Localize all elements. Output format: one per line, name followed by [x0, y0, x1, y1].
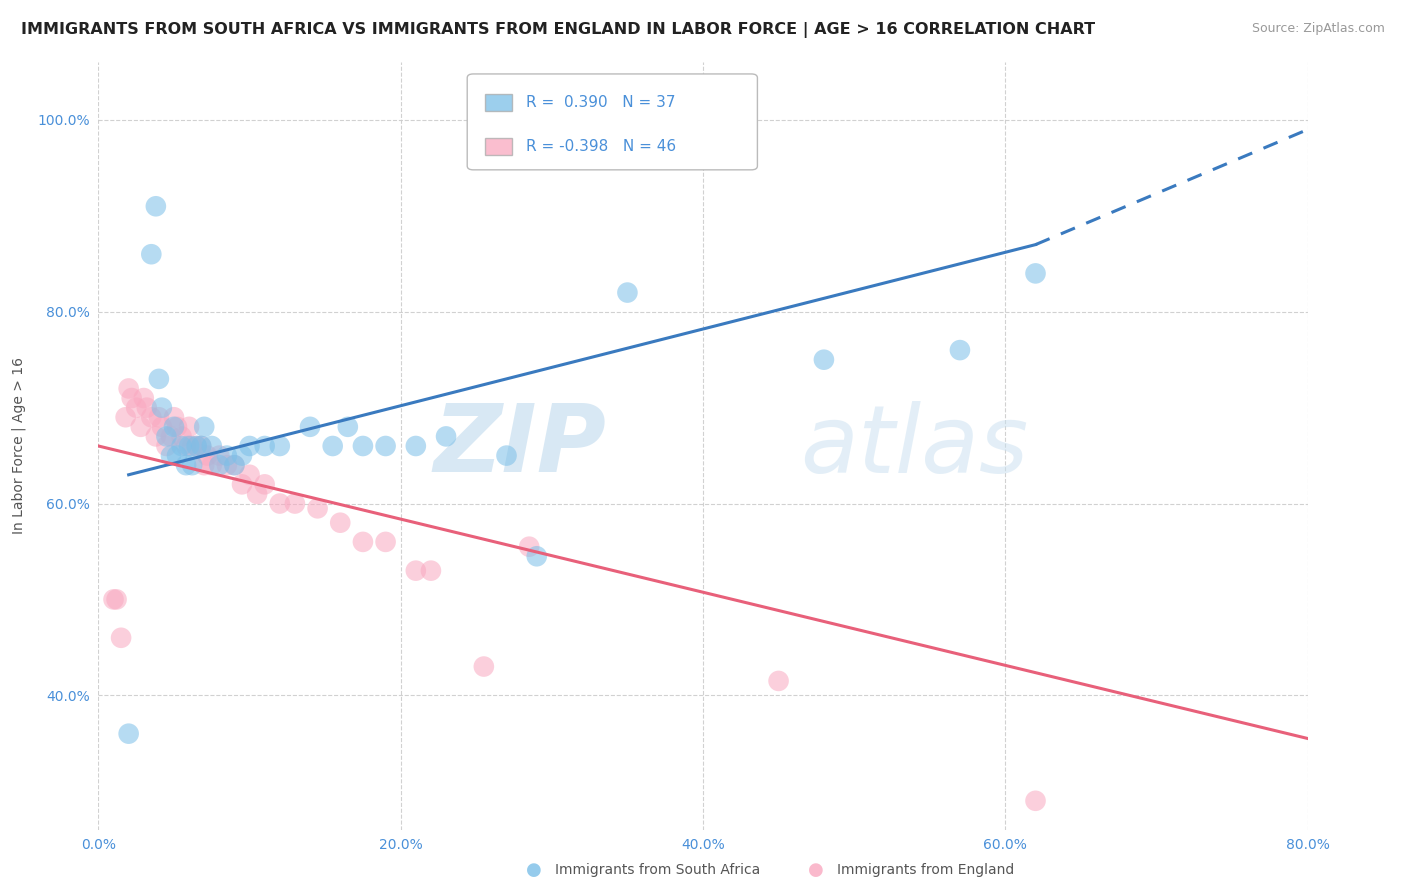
Point: [170, 429, 193, 443]
Point: [284, 496, 307, 510]
Point: [231, 477, 253, 491]
Point: [201, 439, 224, 453]
Point: [166, 419, 188, 434]
Point: [118, 727, 141, 741]
Point: [224, 458, 246, 473]
Text: R =  0.390   N = 37: R = 0.390 N = 37: [526, 95, 676, 110]
Point: [201, 458, 224, 473]
Point: [193, 419, 215, 434]
Point: [307, 501, 329, 516]
Point: [145, 429, 167, 443]
Point: [253, 439, 276, 453]
Point: [195, 449, 218, 463]
Text: atlas: atlas: [800, 401, 1028, 491]
Point: [1024, 267, 1046, 281]
Point: [224, 458, 246, 473]
Point: [352, 534, 374, 549]
Point: [186, 439, 208, 453]
Point: [166, 449, 188, 463]
Point: [405, 439, 427, 453]
Point: [1024, 794, 1046, 808]
Point: [405, 564, 427, 578]
Point: [253, 477, 276, 491]
Text: Source: ZipAtlas.com: Source: ZipAtlas.com: [1251, 22, 1385, 36]
Point: [132, 391, 155, 405]
Point: [103, 592, 125, 607]
Point: [374, 534, 396, 549]
Point: [105, 592, 128, 607]
Text: ZIP: ZIP: [433, 400, 606, 492]
Point: [121, 391, 143, 405]
Point: [269, 439, 291, 453]
Point: [231, 449, 253, 463]
Y-axis label: In Labor Force | Age > 16: In Labor Force | Age > 16: [11, 358, 27, 534]
Point: [186, 439, 208, 453]
Point: [150, 401, 173, 415]
Point: [215, 449, 238, 463]
Point: [150, 419, 173, 434]
Point: [141, 410, 163, 425]
Point: [163, 419, 186, 434]
Point: [190, 439, 212, 453]
Point: [208, 449, 231, 463]
Point: [160, 429, 183, 443]
Point: [190, 439, 212, 453]
Point: [174, 439, 197, 453]
FancyBboxPatch shape: [467, 74, 758, 169]
Point: [179, 439, 201, 453]
Point: [472, 659, 495, 673]
Point: [374, 439, 396, 453]
Point: [110, 631, 132, 645]
Point: [170, 439, 193, 453]
Point: [181, 439, 204, 453]
Point: [114, 410, 136, 425]
Point: [135, 401, 157, 415]
Point: [495, 449, 517, 463]
Point: [420, 564, 443, 578]
Point: [768, 673, 790, 688]
Text: ●: ●: [807, 861, 824, 879]
Text: Immigrants from England: Immigrants from England: [837, 863, 1014, 877]
Point: [125, 401, 148, 415]
Point: [813, 352, 835, 367]
Point: [269, 496, 291, 510]
Point: [616, 285, 638, 300]
Point: [179, 419, 201, 434]
Point: [208, 458, 231, 473]
Point: [336, 419, 359, 434]
Point: [141, 247, 163, 261]
Point: [193, 458, 215, 473]
Point: [160, 449, 183, 463]
Point: [118, 382, 141, 396]
Text: R = -0.398   N = 46: R = -0.398 N = 46: [526, 139, 676, 154]
Point: [517, 540, 540, 554]
Text: Immigrants from South Africa: Immigrants from South Africa: [555, 863, 761, 877]
Text: IMMIGRANTS FROM SOUTH AFRICA VS IMMIGRANTS FROM ENGLAND IN LABOR FORCE | AGE > 1: IMMIGRANTS FROM SOUTH AFRICA VS IMMIGRAN…: [21, 22, 1095, 38]
Point: [322, 439, 344, 453]
Text: ●: ●: [526, 861, 543, 879]
Point: [148, 410, 170, 425]
FancyBboxPatch shape: [485, 94, 512, 111]
Point: [181, 458, 204, 473]
Point: [155, 439, 177, 453]
Point: [155, 429, 177, 443]
Point: [352, 439, 374, 453]
FancyBboxPatch shape: [485, 138, 512, 155]
Point: [526, 549, 548, 564]
Point: [148, 372, 170, 386]
Point: [299, 419, 322, 434]
Point: [329, 516, 352, 530]
Point: [434, 429, 457, 443]
Point: [215, 458, 238, 473]
Point: [145, 199, 167, 213]
Point: [174, 458, 197, 473]
Point: [163, 410, 186, 425]
Point: [246, 487, 269, 501]
Point: [239, 467, 262, 482]
Point: [239, 439, 262, 453]
Point: [129, 419, 152, 434]
Point: [949, 343, 972, 357]
